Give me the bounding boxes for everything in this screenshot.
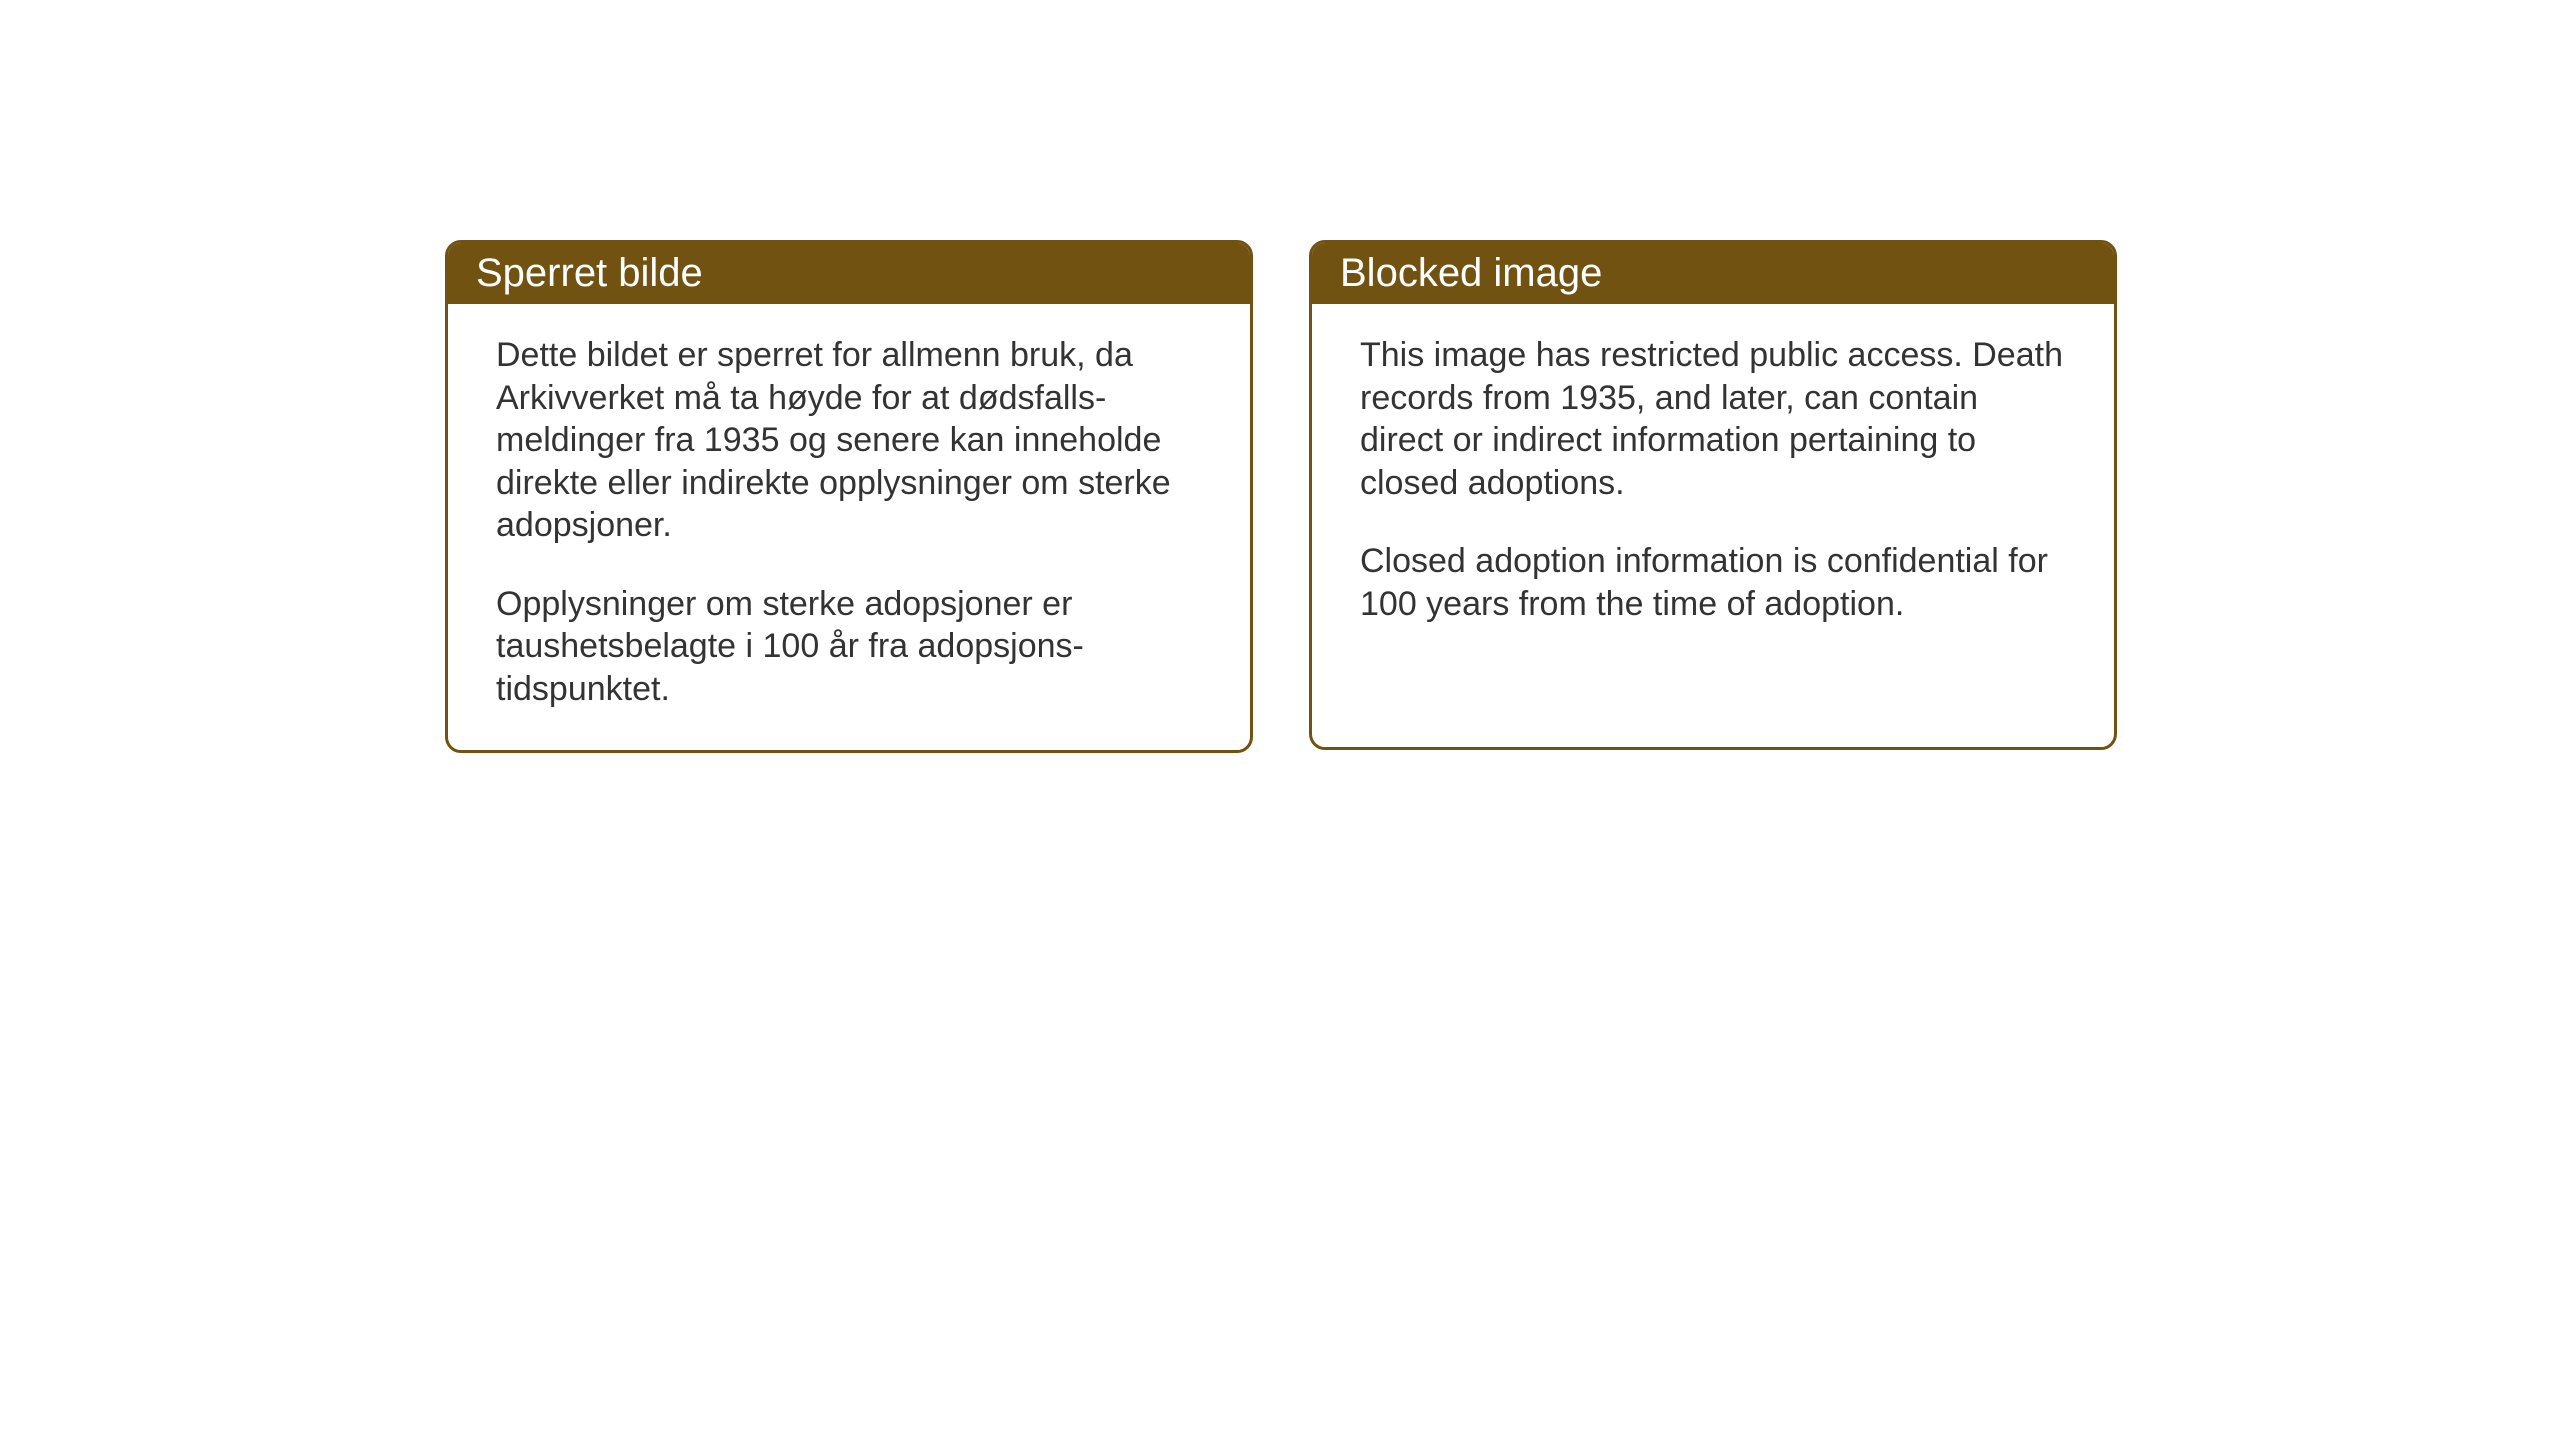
- notice-header-norwegian: Sperret bilde: [448, 243, 1250, 304]
- notice-paragraph: This image has restricted public access.…: [1360, 334, 2066, 504]
- notice-container: Sperret bilde Dette bildet er sperret fo…: [445, 240, 2117, 753]
- notice-paragraph: Closed adoption information is confident…: [1360, 540, 2066, 625]
- notice-header-english: Blocked image: [1312, 243, 2114, 304]
- notice-body-norwegian: Dette bildet er sperret for allmenn bruk…: [448, 304, 1250, 750]
- notice-paragraph: Opplysninger om sterke adopsjoner er tau…: [496, 583, 1202, 711]
- notice-paragraph: Dette bildet er sperret for allmenn bruk…: [496, 334, 1202, 547]
- notice-box-norwegian: Sperret bilde Dette bildet er sperret fo…: [445, 240, 1253, 753]
- notice-body-english: This image has restricted public access.…: [1312, 304, 2114, 665]
- notice-box-english: Blocked image This image has restricted …: [1309, 240, 2117, 750]
